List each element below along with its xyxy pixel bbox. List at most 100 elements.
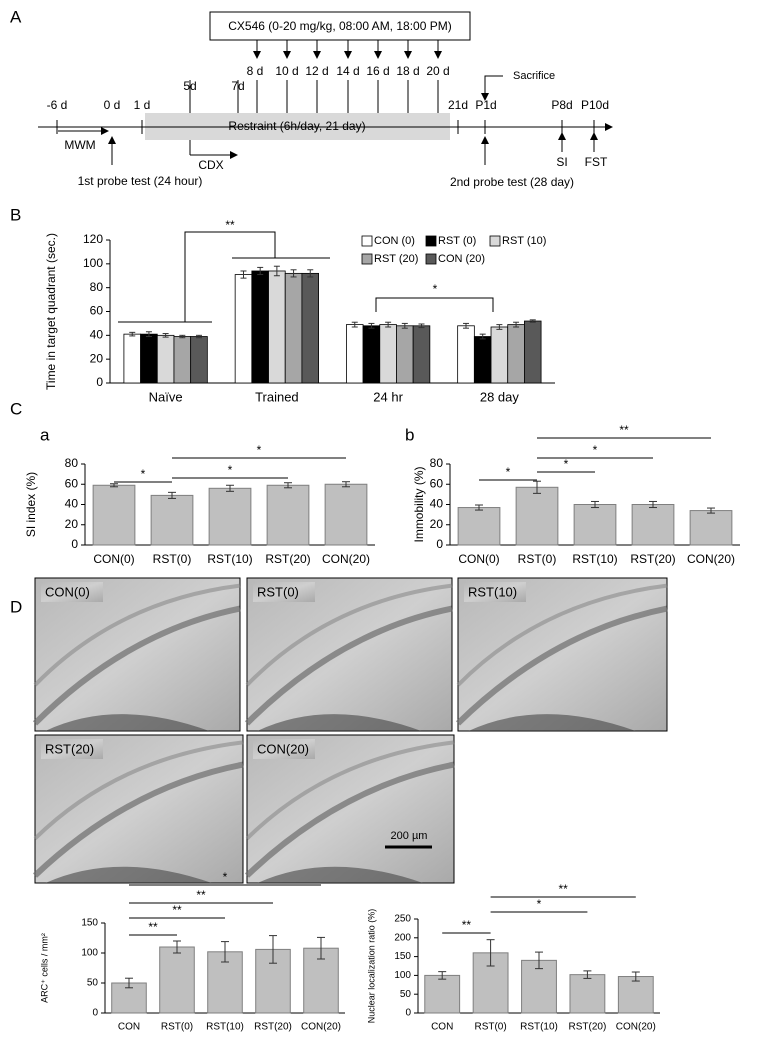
error-bar <box>533 480 541 494</box>
bar <box>507 324 525 384</box>
error-bar <box>179 334 186 339</box>
legend-label: CON (20) <box>438 253 485 265</box>
error-bar <box>649 500 657 509</box>
bar <box>524 320 542 384</box>
y-tick-label: 120 <box>83 232 103 246</box>
y-tick-label: 20 <box>90 351 104 365</box>
cell-layer <box>244 605 453 726</box>
bar <box>412 325 431 384</box>
error-bar <box>342 481 350 488</box>
day-label: P10d <box>581 98 609 112</box>
y-tick-label: 250 <box>394 914 411 925</box>
legend-swatch <box>489 235 501 247</box>
error-bar <box>240 270 247 279</box>
sig-label: ** <box>619 423 629 437</box>
cdx-label: CDX <box>198 158 223 172</box>
error-bar <box>583 970 592 979</box>
y-axis-label: Immobility (%) <box>412 466 426 542</box>
error-bar <box>535 951 543 970</box>
day-label: -6 d <box>47 98 68 112</box>
bar <box>573 504 617 546</box>
bar <box>631 504 675 546</box>
bar <box>457 507 501 546</box>
sig-label: * <box>564 457 569 471</box>
day-label: 20 d <box>426 64 449 78</box>
legend-label: RST (10) <box>502 235 546 247</box>
y-tick-label: 200 <box>394 932 411 943</box>
day-label: 12 d <box>305 64 328 78</box>
subpanel-label: a <box>40 425 50 444</box>
bar <box>208 487 252 546</box>
bar <box>156 334 175 384</box>
bar <box>396 325 414 384</box>
x-tick-label: CON(0) <box>458 552 499 566</box>
image-label: CON(20) <box>257 741 309 756</box>
sig-label: ** <box>148 920 158 934</box>
bar <box>173 336 192 384</box>
timeline: CX546 (0-20 mg/kg, 08:00 AM, 18:00 PM) R… <box>38 11 613 189</box>
bar <box>324 483 368 546</box>
x-tick-label: RST(0) <box>518 552 557 566</box>
ventricle <box>45 714 210 731</box>
x-tick-label: CON(20) <box>301 1022 341 1033</box>
probe1-label: 1st probe test (24 hour) <box>78 174 203 188</box>
sig-label: ** <box>172 903 182 917</box>
sig-label: * <box>593 443 598 457</box>
legend-label: CON (0) <box>374 235 415 247</box>
day-label: 18 d <box>396 64 419 78</box>
bar <box>150 494 194 546</box>
cell-layer <box>33 740 244 841</box>
bar <box>268 270 286 384</box>
image-label: RST(0) <box>257 584 299 599</box>
error-bar <box>496 324 503 330</box>
subpanel-label: b <box>405 425 414 444</box>
legend-label: RST (20) <box>374 253 418 265</box>
error-bar <box>290 269 297 278</box>
x-tick-label: RST(0) <box>153 552 192 566</box>
sig-label: * <box>223 870 228 884</box>
sig-label: * <box>433 282 438 296</box>
bar <box>123 333 141 384</box>
error-bar <box>438 971 447 980</box>
error-bar <box>317 936 325 960</box>
bar <box>190 336 208 384</box>
x-tick-label: RST(20) <box>630 552 675 566</box>
y-tick-label: 150 <box>394 951 411 962</box>
image-label-bg <box>41 739 103 759</box>
image-label: RST(20) <box>45 741 94 756</box>
x-tick-label: CON <box>431 1022 453 1033</box>
error-bar <box>226 484 234 492</box>
sacrifice-arrow <box>481 75 503 101</box>
sig-label: * <box>537 897 542 911</box>
day-label: 21d <box>448 98 468 112</box>
scale-bar-label: 200 µm <box>391 830 428 842</box>
y-tick-label: 20 <box>65 517 79 531</box>
cell-layer <box>32 605 241 726</box>
y-tick-label: 60 <box>90 304 104 318</box>
error-bar <box>196 334 202 339</box>
x-tick-label: RST(0) <box>474 1022 506 1033</box>
bar <box>346 324 364 384</box>
cell-layer <box>245 583 453 687</box>
error-bar <box>463 322 469 329</box>
y-tick-label: 0 <box>405 1008 411 1019</box>
day-label: 0 d <box>104 98 121 112</box>
day-label: 10 d <box>275 64 298 78</box>
x-tick-label: CON(0) <box>93 552 134 566</box>
image-label: CON(0) <box>45 584 90 599</box>
x-tick-label: Naïve <box>149 389 183 404</box>
error-bar <box>162 333 169 338</box>
micrographs: CON(0) RST(0) RST(10) RST(20) CON(20) <box>32 577 668 884</box>
error-bar <box>351 321 358 328</box>
y-tick-label: 80 <box>430 456 444 470</box>
y-tick-label: 20 <box>430 517 444 531</box>
day-label: 16 d <box>366 64 389 78</box>
y-axis-label: SI index (%) <box>24 472 38 537</box>
day-label: 8 d <box>247 64 264 78</box>
error-bar <box>631 971 640 982</box>
bar <box>92 484 136 546</box>
bar <box>284 272 303 384</box>
bar <box>362 325 381 384</box>
sig-bracket <box>184 231 276 322</box>
bar <box>689 510 733 546</box>
